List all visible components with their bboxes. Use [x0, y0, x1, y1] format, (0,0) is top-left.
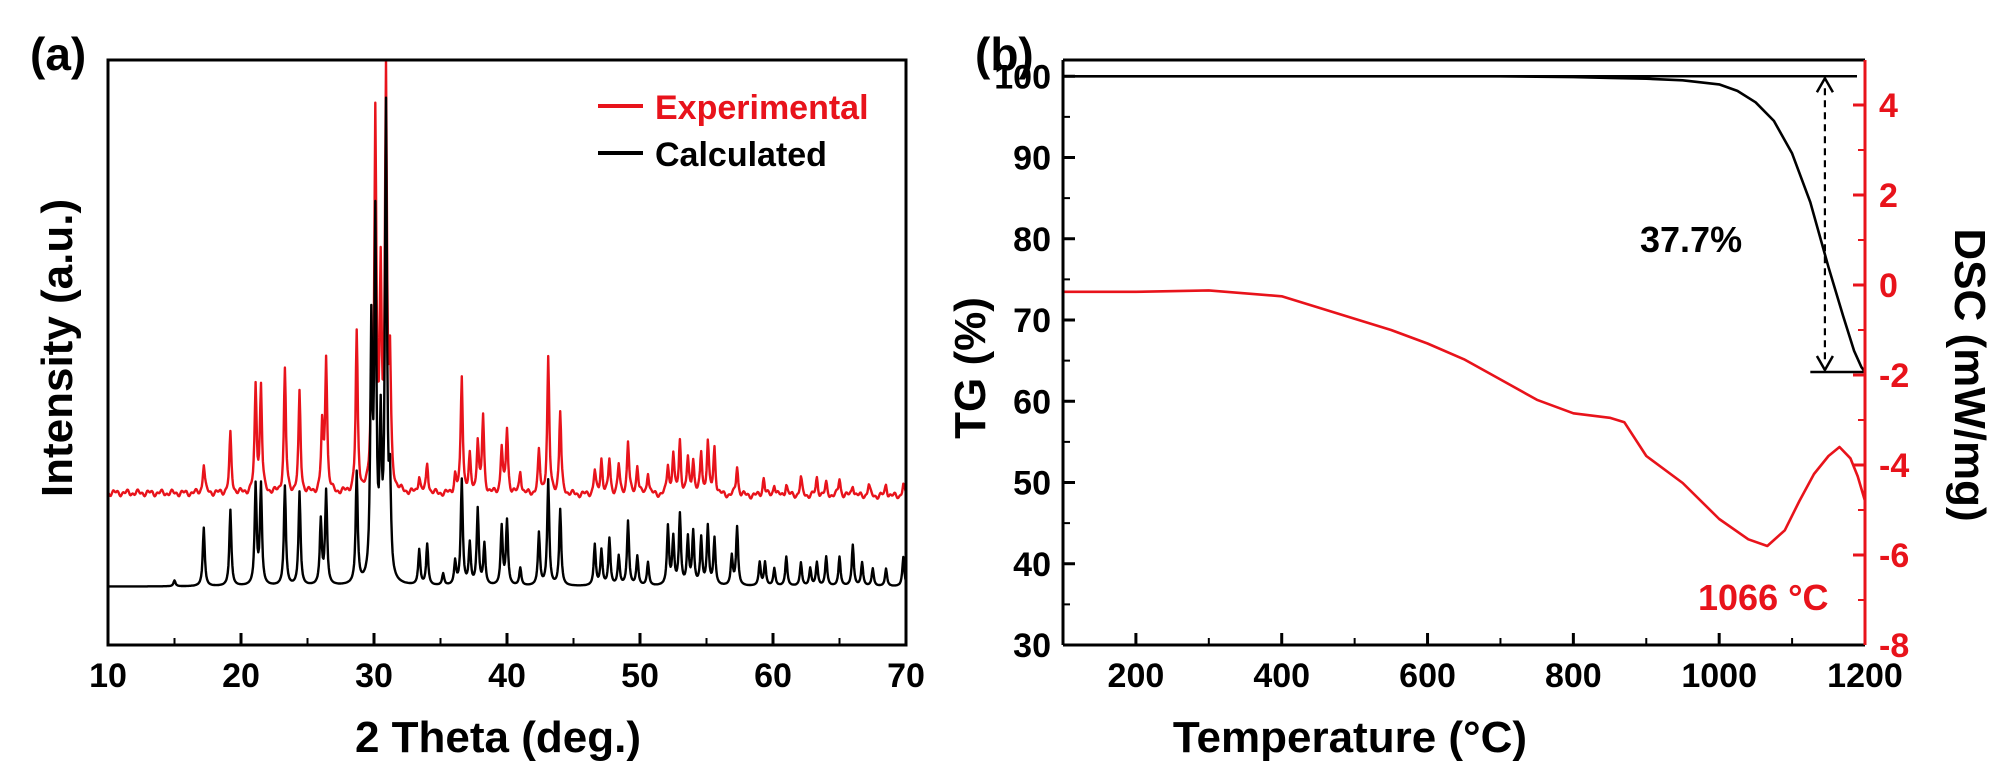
series-experimental-line [107, 58, 908, 500]
panel-b-y2label: DSC (mW/mg) [1945, 228, 1994, 521]
panel-a-xtick-label: 30 [355, 657, 393, 695]
mass-loss-label: 37.7% [1640, 219, 1742, 260]
panel-b-xtick-label: 200 [1108, 657, 1165, 695]
panel-b-ytick-label: 40 [1013, 546, 1051, 584]
panel-a-label: (a) [30, 28, 86, 80]
panel-b-y2tick-label: -8 [1879, 627, 1909, 665]
panel-b-ytick-label: 50 [1013, 465, 1051, 503]
panel-b-y2tick-label: 2 [1879, 177, 1898, 215]
panel-b-xtick-label: 400 [1253, 657, 1310, 695]
panel-b-label: (b) [975, 28, 1034, 80]
panel-b-y2tick-label: 0 [1879, 267, 1898, 305]
legend-calculated-label: Calculated [655, 136, 827, 174]
panel-b-xlabel: Temperature (°C) [1173, 713, 1527, 762]
series-dsc-line [1063, 289, 1867, 548]
panel-b-ytick-label: 80 [1013, 221, 1051, 259]
panel-b-ytick-label: 90 [1013, 140, 1051, 178]
panel-a-xtick-label: 40 [488, 657, 526, 695]
panel-b-xtick-label: 1000 [1681, 657, 1757, 695]
mass-loss-arrowhead-up [1815, 75, 1834, 93]
panel-a-frame [106, 58, 908, 647]
mass-loss-arrowhead-down [1815, 355, 1834, 373]
panel-b-xtick-label: 800 [1545, 657, 1602, 695]
panel-b-ticks: 200 400 600 800 1000 120030405060708090100-8-… [994, 58, 1909, 695]
panel-b-tg-dsc: (b) TG (%) DSC (mW/mg) Temperature (°C) … [946, 28, 1994, 762]
panel-b-xtick-label: 1200 [1827, 657, 1903, 695]
panel-b-y2tick-label: -6 [1879, 537, 1909, 575]
panel-b-ytick-label: 60 [1013, 383, 1051, 421]
panel-a-xtick-label: 60 [754, 657, 792, 695]
panel-b-xtick-label: 600 [1399, 657, 1456, 695]
panel-a-xtick-label: 50 [621, 657, 659, 695]
panel-a-ylabel: Intensity (a.u.) [33, 199, 82, 497]
panel-a-x-ticks: 10 20 30 40 50 60 70 [89, 633, 925, 695]
panel-b-y2tick-label: -2 [1879, 357, 1909, 395]
panel-a-legend: Experimental Calculated [598, 89, 869, 174]
panel-a-xtick-label: 70 [887, 657, 925, 695]
panel-a-xlabel: 2 Theta (deg.) [355, 713, 641, 762]
panel-a-xtick-label: 20 [222, 657, 260, 695]
legend-experimental-label: Experimental [655, 89, 869, 127]
panel-b-y2tick-label: -4 [1879, 447, 1909, 485]
panel-b-ytick-label: 70 [1013, 302, 1051, 340]
panel-a-series [107, 58, 908, 588]
panel-b-ylabel: TG (%) [946, 297, 995, 439]
panel-a-xtick-label: 10 [89, 657, 127, 695]
dsc-peak-label: 1066 °C [1698, 577, 1828, 618]
series-tg-line [1063, 75, 1867, 373]
panel-b-ytick-label: 30 [1013, 627, 1051, 665]
panel-b-y2tick-label: 4 [1879, 87, 1898, 125]
panel-b-series [1063, 75, 1867, 548]
series-calculated-line [107, 96, 908, 588]
panel-b-annotations [1063, 75, 1865, 374]
panel-a-xrd: (a) Intensity (a.u.) 2 Theta (deg.) 10 20… [30, 28, 925, 762]
panel-b-ytick-label: 100 [994, 58, 1051, 96]
